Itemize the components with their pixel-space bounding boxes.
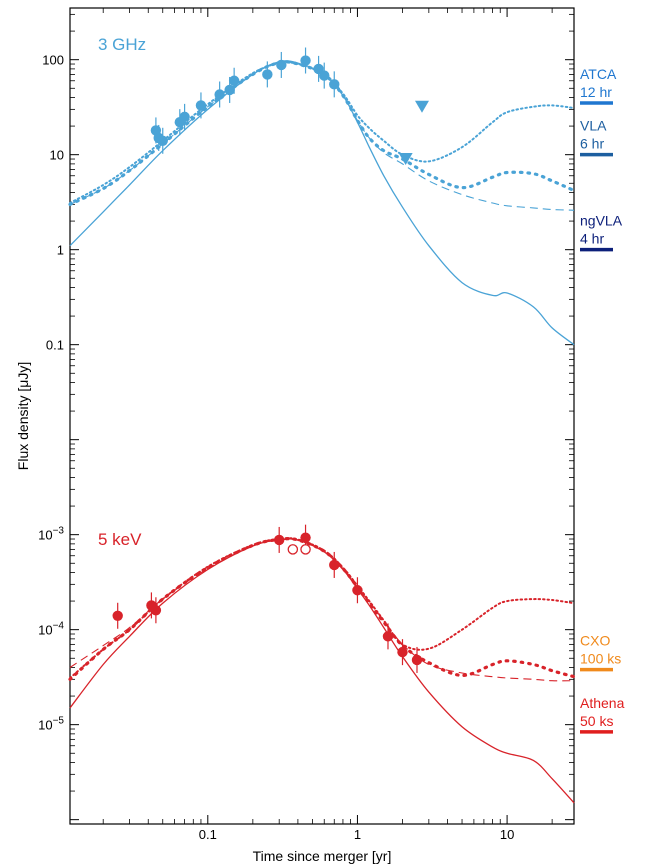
radio-model-dotted: [69, 61, 575, 204]
radio-upper-limit: [398, 153, 413, 166]
xray-data-point: [112, 610, 123, 621]
radio-data-point: [179, 111, 190, 123]
y-tick-label: 10−5: [38, 716, 64, 733]
sensitivity-time-ngvla: 4 hr: [580, 231, 604, 247]
x-tick-label: 10: [500, 827, 514, 842]
radio-data-point: [157, 135, 168, 146]
y-tick-label: 1: [57, 243, 64, 258]
sensitivity-name-atca: ATCA: [580, 66, 617, 82]
sensitivity-name-athena: Athena: [580, 695, 625, 711]
xray-data-point: [352, 585, 363, 596]
radio-data-point: [276, 59, 287, 71]
xray-model-densedot: [68, 537, 576, 681]
y-tick-label: 0.1: [46, 338, 64, 353]
x-axis-label: Time since merger [yr]: [253, 848, 392, 864]
radio-data-point: [262, 69, 273, 80]
radio-data-point: [224, 84, 235, 96]
panel-label-xray: 5 keV: [98, 530, 142, 549]
y-tick-label: 100: [42, 53, 64, 68]
radio-data-point: [329, 79, 340, 90]
x-tick-label: 1: [354, 827, 361, 842]
y-tick-label: 10−4: [38, 621, 64, 638]
y-axis-label: Flux density [μJy]: [15, 362, 31, 470]
xray-data-point: [397, 646, 408, 658]
radio-data-point: [228, 75, 240, 86]
radio-upper-limit: [414, 100, 429, 113]
xray-model-dashed: [69, 538, 575, 682]
sensitivity-time-vla: 6 hr: [580, 136, 604, 152]
xray-model-dotted: [69, 537, 575, 679]
xray-data-point: [329, 559, 340, 571]
x-tick-label: 0.1: [199, 827, 217, 842]
model-curves: [68, 60, 576, 804]
y-tick-label: 10−3: [38, 526, 64, 543]
sensitivity-time-atca: 12 hr: [580, 84, 612, 100]
sensitivity-time-athena: 50 ks: [580, 713, 613, 729]
y-tick-label: 10: [50, 148, 64, 163]
plot-frame: [69, 7, 575, 825]
axis-ticks: 0.1 1 10 100 10 1 0.1 10−3 10−4 10−5: [38, 8, 574, 842]
radio-model-solid: [69, 60, 575, 346]
sensitivity-name-cxo: CXO: [580, 633, 610, 649]
sensitivity-limits: ATCA 12 hr VLA 6 hr ngVLA 4 hr CXO 100 ks Athena…: [580, 66, 625, 734]
xray-data-point: [411, 654, 423, 666]
sensitivity-name-ngvla: ngVLA: [580, 213, 623, 229]
xray-open-point: [300, 544, 311, 555]
radio-data-point: [195, 100, 207, 111]
xray-data-point: [150, 605, 162, 616]
xray-open-point: [287, 544, 299, 555]
radio-model-dashed: [69, 61, 575, 211]
radio-data-point: [319, 70, 330, 81]
panel-label-radio: 3 GHz: [98, 35, 146, 54]
radio-model-densedot: [68, 60, 576, 206]
radio-data-point: [214, 89, 225, 100]
sensitivity-time-cxo: 100 ks: [580, 651, 621, 667]
sensitivity-name-vla: VLA: [580, 118, 607, 134]
xray-data-point: [273, 534, 285, 546]
data-points: [112, 47, 429, 673]
xray-data-point: [382, 631, 394, 642]
radio-data-point: [300, 55, 311, 66]
xray-data-point: [300, 532, 311, 543]
xray-model-solid: [69, 538, 575, 804]
